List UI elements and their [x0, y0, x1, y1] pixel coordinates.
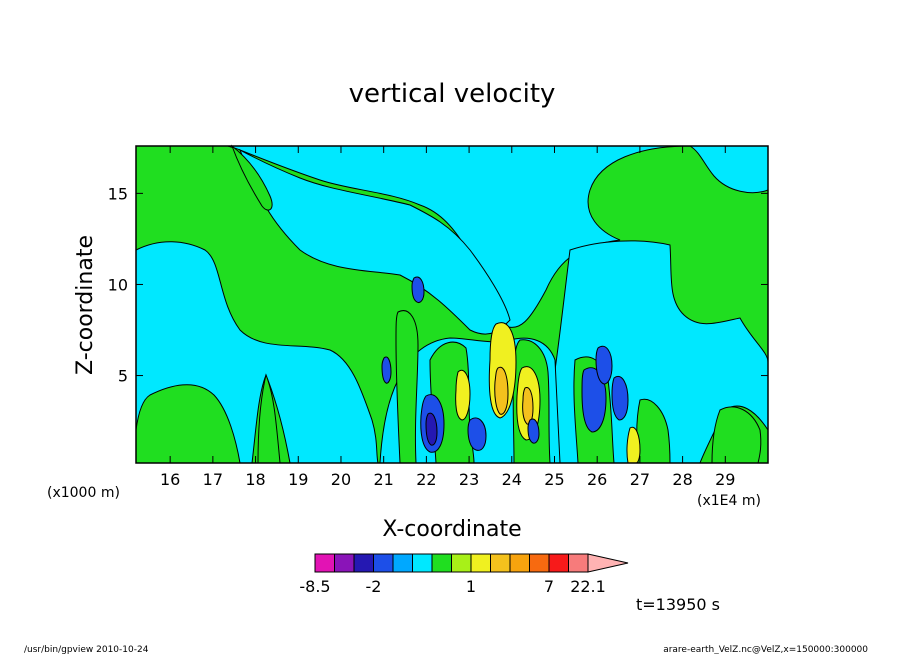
cyan-region-upper	[239, 148, 511, 335]
colorbar-tick-label: -8.5	[299, 577, 330, 596]
contour-field	[135, 144, 769, 464]
y-units-label: (x1000 m)	[47, 485, 120, 501]
y-tick-label: 10	[108, 275, 128, 294]
colorbar-segment	[451, 553, 472, 573]
colorbar-tick-label: 22.1	[570, 577, 606, 596]
x-tick-label: 23	[459, 470, 479, 489]
x-tick-label: 29	[715, 470, 735, 489]
x-tick-label: 24	[502, 470, 522, 489]
colorbar-tick-label: -2	[366, 577, 382, 596]
colorbar-segment	[529, 553, 550, 573]
x-tick-label: 17	[203, 470, 223, 489]
colorbar-segment	[392, 553, 413, 573]
colorbar-segment	[509, 553, 530, 573]
x-tick-label: 28	[672, 470, 692, 489]
colorbar-segment	[373, 553, 394, 573]
x-tick-label: 18	[245, 470, 265, 489]
negative-core-1-inner	[425, 412, 438, 446]
x-tick-label: 25	[544, 470, 564, 489]
footer-left: /usr/bin/gpview 2010-10-24	[24, 645, 149, 654]
x-tick-label: 27	[630, 470, 650, 489]
negative-core-7	[381, 356, 392, 384]
green-island-top	[230, 144, 273, 211]
negative-core-8	[527, 418, 540, 444]
colorbar-arrow	[587, 553, 629, 573]
positive-core-4	[626, 426, 641, 464]
green-island-right	[711, 406, 762, 464]
x-tick-label: 19	[288, 470, 308, 489]
colorbar-tick-label: 1	[466, 577, 476, 596]
colorbar-segment	[334, 553, 355, 573]
y-axis: 5 10 15	[108, 184, 768, 386]
colorbar-segment	[431, 553, 452, 573]
x-tick-label: 21	[373, 470, 393, 489]
y-axis-label: Z-coordinate	[73, 235, 98, 375]
x-tick-label: 16	[160, 470, 180, 489]
negative-core-5	[467, 417, 487, 451]
negative-core-3	[595, 345, 613, 385]
chart-title: vertical velocity	[349, 79, 556, 109]
positive-core-2-inner	[522, 386, 534, 425]
y-tick-label: 15	[108, 184, 128, 203]
colorbar-tick-label: 7	[544, 577, 554, 596]
positive-core-1-inner	[494, 366, 509, 415]
x-tick-label: 26	[587, 470, 607, 489]
green-band-center-4	[395, 310, 419, 464]
x-tick-label: 20	[331, 470, 351, 489]
y-tick-label: 5	[118, 367, 128, 386]
colorbar-segment	[314, 553, 335, 573]
colorbar-segment	[568, 553, 589, 573]
negative-core-6	[411, 276, 425, 303]
negative-core-4	[611, 376, 629, 421]
colorbar: -8.5 -2 1 7 22.1	[299, 553, 629, 596]
colorbar-segment	[470, 553, 491, 573]
time-label: t=13950 s	[636, 595, 720, 614]
footer-right: arare-earth_VelZ.nc@VelZ,x=150000:300000	[663, 645, 868, 654]
x-units-label: (x1E4 m)	[697, 493, 761, 509]
plot-frame	[135, 145, 769, 464]
positive-core-3	[455, 369, 471, 421]
x-axis: 16 17 18 19 20 21 22 23 24 25 26 27 28 29	[160, 146, 735, 489]
colorbar-segment	[548, 553, 569, 573]
colorbar-segment	[412, 553, 433, 573]
colorbar-segment	[490, 553, 511, 573]
x-tick-label: 22	[416, 470, 436, 489]
colorbar-segment	[353, 553, 374, 573]
x-axis-label: X-coordinate	[382, 517, 521, 542]
